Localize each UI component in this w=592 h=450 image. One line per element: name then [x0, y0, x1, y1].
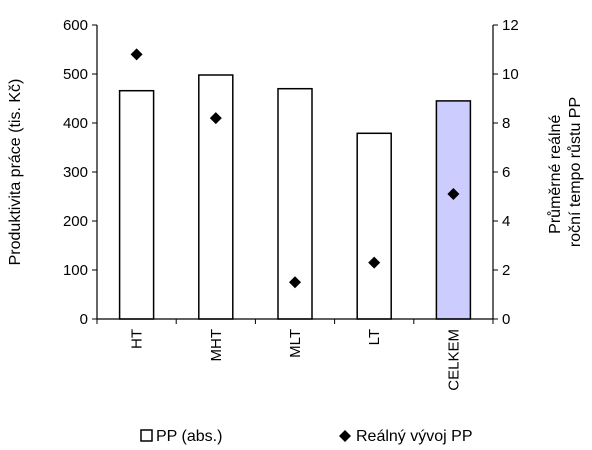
- right-tick-label-0: 0: [502, 311, 510, 328]
- point-mlt: [289, 276, 301, 289]
- category-label-mlt: MLT: [287, 329, 304, 358]
- legend-marker-diamond: [339, 430, 351, 442]
- left-axis-title: Produktivita práce (tis. Kč): [7, 79, 24, 266]
- legend-swatch-bars: [140, 429, 153, 442]
- point-celkem: [447, 188, 460, 201]
- left-tick-label-400: 400: [63, 115, 88, 132]
- right-tick-label-10: 10: [502, 66, 519, 83]
- right-axis-title: Průměrné reálné roční tempo růstu PP: [546, 97, 584, 247]
- left-tick-label-100: 100: [63, 262, 88, 279]
- left-tick-label-0: 0: [80, 311, 88, 328]
- legend-label-bars: PP (abs.): [156, 428, 222, 445]
- left-tick-label-600: 600: [63, 17, 88, 34]
- category-label-celkem: CELKEM: [445, 329, 462, 391]
- category-label-mht: MHT: [208, 329, 225, 362]
- right-tick-label-6: 6: [502, 164, 510, 181]
- right-axis-title-line-1: Průměrné reálné: [546, 115, 564, 234]
- legend: PP (abs.) Reálný vývoj PP: [140, 428, 473, 445]
- bar-celkem: [435, 100, 472, 320]
- category-label-ht: HT: [129, 329, 146, 349]
- point-ht: [130, 48, 143, 61]
- legend-item-bars: PP (abs.): [140, 428, 222, 445]
- plot-area: 0 100 200 300 400 500 600 0 2 4 6 8 10 12 HT MHT MLT LT CE…: [63, 17, 519, 391]
- right-axis-title-line-2: roční tempo růstu PP: [566, 97, 584, 247]
- category-label-lt: LT: [366, 329, 383, 345]
- bar-ht: [118, 89, 155, 320]
- left-tick-label-500: 500: [63, 66, 88, 83]
- point-lt: [368, 256, 381, 269]
- left-tick-label-200: 200: [63, 213, 88, 230]
- point-mht: [209, 112, 222, 125]
- left-tick-label-300: 300: [63, 164, 88, 181]
- right-tick-label-4: 4: [502, 213, 510, 230]
- right-tick-label-12: 12: [502, 17, 519, 34]
- right-tick-label-8: 8: [502, 115, 510, 132]
- bar-lt: [356, 132, 392, 320]
- bar-mht: [198, 74, 234, 320]
- legend-item-markers: Reálný vývoj PP: [339, 428, 473, 445]
- right-tick-label-2: 2: [502, 262, 510, 279]
- legend-label-markers: Reálný vývoj PP: [356, 428, 473, 445]
